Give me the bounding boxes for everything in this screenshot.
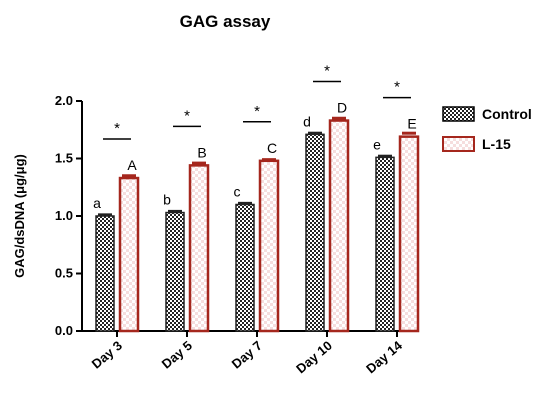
legend-swatch-control — [442, 106, 475, 122]
x-tick-label: Day 14 — [363, 337, 405, 376]
y-tick-group: 0.0 0.5 1.0 1.5 2.0 — [55, 93, 82, 338]
legend-label-control: Control — [482, 106, 532, 122]
bar-control — [375, 156, 395, 332]
bar-l15 — [118, 176, 140, 333]
legend-swatch-l15 — [442, 136, 475, 152]
x-tick-label: Day 7 — [229, 338, 265, 372]
bar-control — [95, 215, 115, 332]
y-tick-label: 0.0 — [55, 323, 73, 338]
significance-star: * — [184, 107, 190, 124]
significance-star: * — [324, 63, 330, 80]
significance-letter: b — [163, 192, 171, 208]
x-tick-label: Day 3 — [89, 338, 125, 372]
y-tick-label: 2.0 — [55, 93, 73, 108]
bar-control — [235, 203, 255, 332]
bar-control — [305, 133, 325, 332]
y-tick-label: 1.0 — [55, 208, 73, 223]
y-tick-label: 0.5 — [55, 266, 73, 281]
significance-letter: C — [267, 140, 277, 156]
significance-letter: d — [303, 113, 311, 129]
significance-star: * — [114, 120, 120, 137]
annotation-group: a A * b B * c C * d D * e E * — [93, 63, 417, 211]
bar-l15 — [328, 119, 350, 333]
significance-letter: c — [234, 184, 241, 200]
significance-letter: D — [337, 100, 347, 116]
significance-letter: A — [127, 157, 137, 173]
bar-l15 — [398, 135, 420, 333]
chart-title: GAG assay — [180, 12, 271, 31]
significance-star: * — [254, 103, 260, 120]
legend-label-l15: L-15 — [482, 136, 511, 152]
significance-letter: e — [373, 136, 381, 152]
bar-l15 — [188, 164, 210, 333]
significance-letter: E — [407, 116, 416, 132]
significance-letter: a — [93, 195, 101, 211]
bar-control — [165, 211, 185, 332]
y-tick-label: 1.5 — [55, 151, 73, 166]
bar-group — [95, 116, 420, 333]
x-tick-group: Day 3 Day 5 Day 7 Day 10 Day 14 — [89, 331, 406, 376]
x-tick-label: Day 5 — [159, 338, 195, 372]
x-tick-label: Day 10 — [293, 338, 335, 376]
significance-letter: B — [197, 144, 206, 160]
significance-star: * — [394, 79, 400, 96]
legend: Control L-15 — [442, 106, 532, 152]
bar-l15 — [258, 159, 280, 333]
y-axis-label: GAG/dsDNA (μg/μg) — [12, 154, 27, 278]
